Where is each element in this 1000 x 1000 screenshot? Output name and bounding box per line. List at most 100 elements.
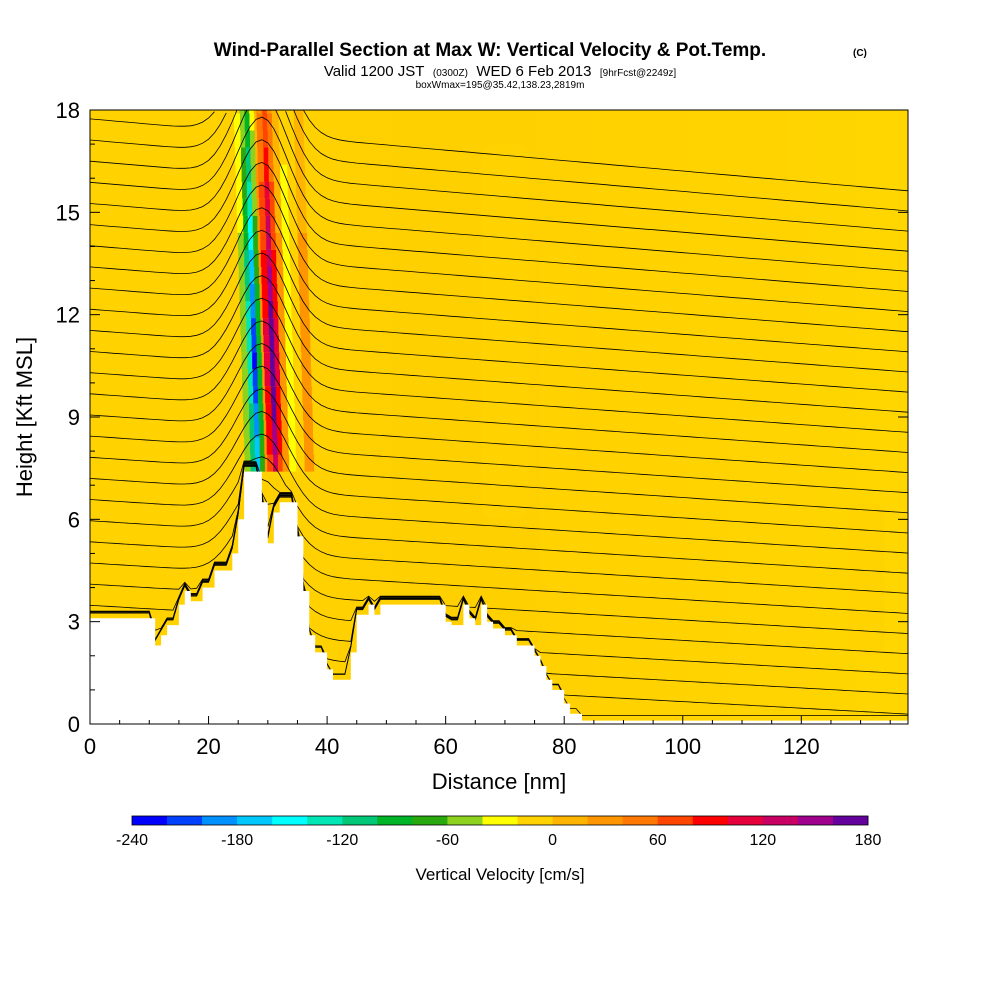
velocity-cell	[300, 318, 310, 336]
theta-contours	[90, 110, 908, 716]
velocity-cell	[275, 386, 283, 404]
velocity-cell	[266, 110, 274, 114]
velocity-cell	[268, 301, 275, 319]
velocity-cell	[247, 352, 256, 370]
velocity-cell	[273, 318, 281, 336]
velocity-cell	[258, 164, 267, 182]
velocity-cell	[236, 198, 248, 216]
velocity-cell	[280, 386, 290, 404]
velocity-cell	[246, 335, 256, 353]
velocity-cell	[278, 110, 289, 114]
velocity-cell	[263, 318, 272, 336]
colorbar-tick-label: 60	[649, 832, 667, 849]
velocity-cell	[246, 181, 253, 199]
velocity-cell	[253, 403, 260, 421]
velocity-cell	[304, 454, 315, 472]
title-mark: (C)	[853, 48, 867, 59]
velocity-cell	[261, 266, 270, 284]
velocity-cell	[271, 386, 277, 404]
velocity-cell	[259, 198, 268, 216]
velocity-cell	[263, 147, 270, 165]
velocity-cell	[237, 215, 248, 233]
velocity-cell	[264, 164, 270, 182]
velocity-cell	[294, 386, 304, 404]
velocity-cell	[272, 420, 278, 438]
velocity-cell	[303, 420, 313, 438]
velocity-band	[771, 212, 808, 417]
velocity-cell	[286, 147, 297, 165]
velocity-cell	[286, 352, 297, 370]
velocity-cell	[254, 284, 261, 302]
velocity-cell	[267, 130, 275, 148]
velocity-cell	[242, 386, 254, 404]
velocity-cell	[243, 232, 252, 250]
velocity-cell	[243, 403, 254, 421]
velocity-cell	[251, 164, 257, 182]
velocity-cell	[267, 266, 274, 284]
velocity-cell	[253, 232, 260, 250]
theta-contour	[90, 433, 908, 554]
velocity-cell	[247, 198, 254, 216]
x-tick-label: 0	[84, 734, 96, 759]
velocity-cell	[299, 301, 310, 319]
velocity-cell	[264, 181, 271, 199]
velocity-cell	[244, 437, 255, 455]
subtitle-forecast: [9hrFcst@2249z]	[600, 68, 677, 79]
velocity-cell	[301, 369, 312, 387]
colorbar: -240 -180 -120 -60 0 60 120 180	[116, 815, 881, 849]
velocity-cell	[288, 437, 300, 455]
theta-contour	[90, 110, 908, 212]
theta-contour	[90, 275, 908, 413]
velocity-cell	[279, 352, 289, 370]
velocity-cell	[251, 181, 258, 199]
theta-contour	[90, 320, 908, 453]
theta-contour	[90, 462, 908, 614]
colorbar-swatch	[447, 816, 483, 825]
velocity-cell	[264, 352, 273, 370]
colorbar-frame	[131, 815, 869, 826]
velocity-cell	[269, 335, 276, 353]
velocity-cell	[253, 386, 260, 404]
velocity-cell	[282, 454, 293, 472]
velocity-cell	[265, 386, 274, 404]
velocity-cell	[287, 386, 298, 404]
velocity-cell	[241, 164, 250, 182]
theta-contour	[90, 110, 908, 232]
velocity-cell	[244, 110, 251, 114]
colorbar-swatch	[833, 816, 869, 825]
colorbar-tick-label: -240	[116, 832, 148, 849]
y-tick-label: 15	[56, 200, 80, 225]
velocity-cell	[250, 284, 256, 302]
colorbar-swatch	[517, 816, 553, 825]
theta-contour	[90, 110, 908, 252]
velocity-cell	[276, 266, 287, 284]
velocity-band	[576, 492, 660, 656]
velocity-cell	[249, 403, 258, 421]
velocity-cell	[250, 301, 257, 319]
colorbar-swatch	[797, 816, 834, 825]
theta-contour	[90, 365, 908, 494]
velocity-cell	[277, 301, 288, 319]
velocity-cell	[235, 164, 247, 182]
velocity-cell	[284, 318, 296, 336]
velocity-cell	[249, 113, 256, 131]
subtitle-date: WED 6 Feb 2013	[476, 63, 591, 80]
velocity-cell	[237, 232, 249, 250]
velocity-cell	[300, 335, 311, 353]
velocity-cell	[294, 403, 305, 421]
velocity-cell	[284, 301, 296, 319]
velocity-cell	[249, 249, 255, 267]
y-axis: 0 3 6 9 12 15 18	[56, 98, 908, 737]
velocity-cell	[255, 454, 262, 472]
velocity-cell	[295, 420, 305, 438]
colorbar-tick-label: 0	[548, 832, 557, 849]
velocity-band	[540, 246, 577, 588]
theta-contour	[90, 343, 908, 473]
velocity-cell	[277, 454, 285, 472]
velocity-cell	[296, 198, 307, 216]
colorbar-tick-label: -120	[326, 832, 358, 849]
theta-contour	[90, 464, 908, 695]
velocity-cell	[289, 249, 300, 267]
theta-contour	[90, 116, 908, 272]
velocity-cell	[261, 284, 271, 302]
